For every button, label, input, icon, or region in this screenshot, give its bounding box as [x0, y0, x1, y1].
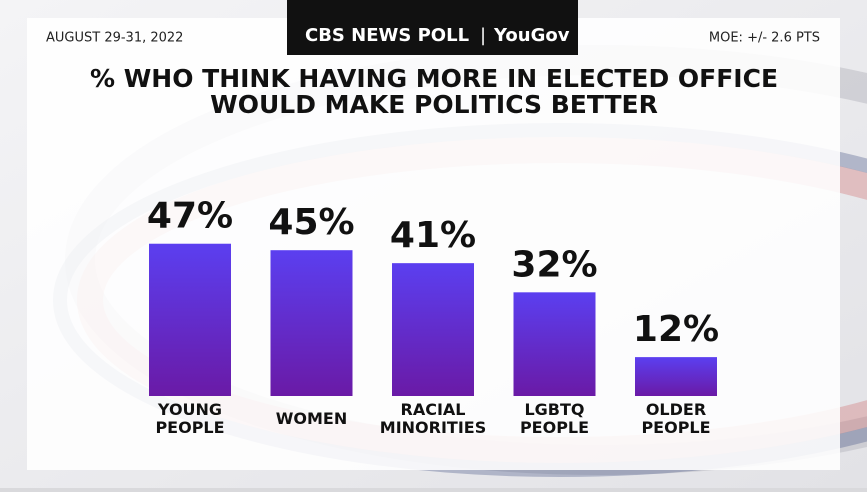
x-tick-label: LGBTQ PEOPLE — [520, 400, 589, 437]
brand: CBS NEWS POLL — [305, 25, 469, 46]
bar — [270, 250, 353, 396]
date: AUGUST 29-31, 2022 — [46, 31, 183, 46]
partner: YouGov — [493, 25, 570, 46]
bar — [635, 357, 717, 396]
x-tick-label: YOUNG PEOPLE — [155, 400, 224, 437]
value-label: 45% — [268, 202, 354, 243]
chart-title: % WHO THINK HAVING MORE IN ELECTED OFFIC… — [90, 64, 778, 93]
value-label: 12% — [633, 309, 719, 350]
header-box — [287, 0, 578, 55]
bar — [392, 263, 474, 396]
value-label: 47% — [147, 196, 233, 237]
x-tick-label: WOMEN — [276, 409, 348, 428]
value-label: 32% — [511, 244, 597, 285]
bar — [513, 292, 596, 396]
moe: MOE: +/- 2.6 PTS — [709, 31, 820, 46]
chart-title: WOULD MAKE POLITICS BETTER — [210, 90, 658, 119]
divider: | — [480, 25, 486, 46]
bar — [149, 243, 231, 396]
x-tick-label: RACIAL MINORITIES — [380, 400, 486, 437]
value-label: 41% — [390, 215, 476, 256]
x-tick-label: OLDER PEOPLE — [641, 400, 710, 437]
